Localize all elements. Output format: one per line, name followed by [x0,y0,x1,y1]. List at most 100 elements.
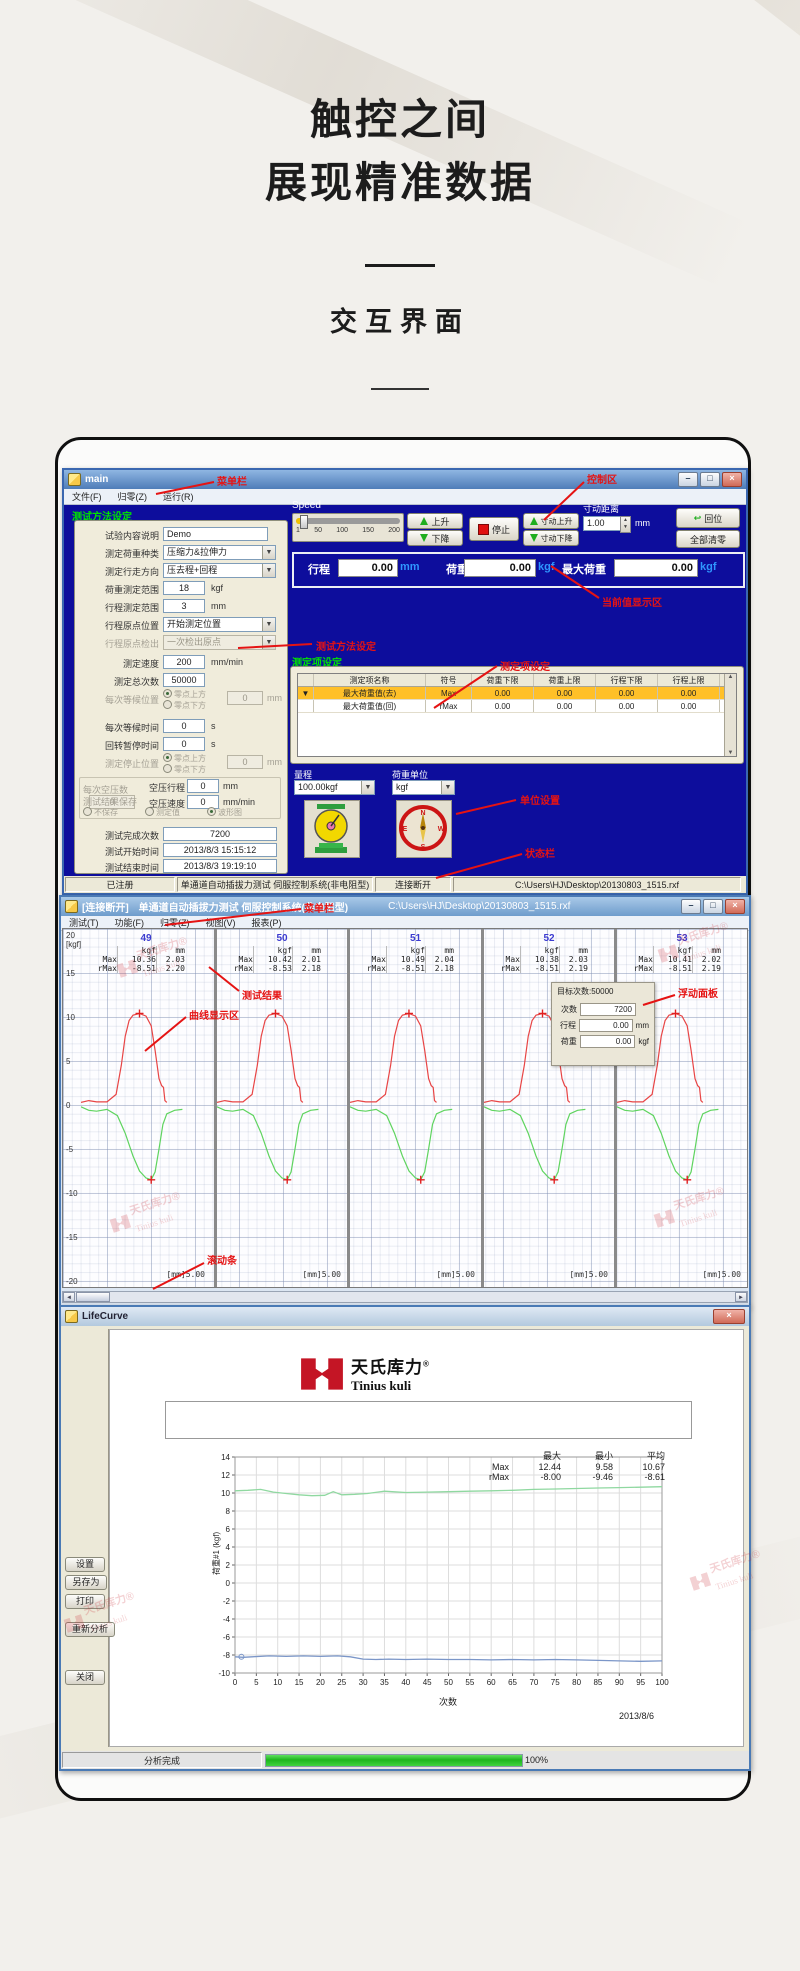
compass-icon: N S E W [396,800,452,858]
sidebar-button-1[interactable]: 另存为 [65,1575,107,1590]
curve-panel[interactable]: 51 kgf mm Max 10.49 2.04 rMax -8.51 2.18 [mm]5.00 [350,929,481,1287]
curve-panel[interactable]: 52 kgf mm Max 10.38 2.03 rMax -8.51 2.19 [mm]5.00 [484,929,614,1287]
table-row[interactable]: 最大荷重值(回) rMax 0.00 0.00 0.00 0.00 [298,700,736,713]
jog-up-button[interactable]: 寸动上升 [523,513,579,529]
floating-value[interactable]: 7200 [580,1003,636,1016]
w2-titlebar[interactable]: [连接断开] 单通道自动插拔力测试 伺服控制系统(非电阻型) C:\Users\… [61,897,749,916]
maximize-button[interactable]: □ [700,472,720,487]
horizontal-scrollbar[interactable]: ◄ ► [62,1291,748,1303]
maximize-button[interactable]: □ [703,899,723,914]
x-fullscale-label: [mm]5.00 [302,1270,341,1279]
w2-menu-0[interactable]: 测试(T) [69,918,99,928]
w1-menu-0[interactable]: 文件(F) [72,491,102,502]
field-input[interactable]: 200 [163,655,205,669]
scroll-right-arrow[interactable]: ► [735,1292,747,1302]
home-button[interactable]: ↩ 回位 [676,508,740,528]
svg-text:25: 25 [337,1678,346,1687]
table-row[interactable]: ▼ 最大荷重值(去) Max 0.00 0.00 0.00 0.00 [298,687,736,700]
analysis-status-text: 分析完成 [62,1752,262,1768]
save-option[interactable]: 波形图 [207,807,246,818]
minimize-button[interactable]: – [681,899,701,914]
curve-panel[interactable]: 53 kgf mm Max 10.41 2.02 rMax -8.51 2.19 [mm]5.00 [617,929,747,1287]
display-value: 0.00 [614,559,698,577]
items-header-cell [298,674,314,686]
cycle-stats: kgf mm Max 10.49 2.04 rMax -8.51 2.18 [366,946,454,973]
cycle-number: 51 [409,933,422,944]
jog-distance-input[interactable]: 1.00 [583,516,624,531]
cycle-curve [484,1009,586,1184]
field-input[interactable]: Demo [163,527,268,541]
field-sublabel: 空压行程 [149,783,186,793]
w1-titlebar[interactable]: main – □ × [64,470,746,489]
items-table[interactable]: ▲ ▼ 测定项名称 符号 荷重下限 荷重上限 行程下限 行程上限 ▼ 最大荷重值(去) Max 0.… [297,673,737,757]
scroll-thumb[interactable] [76,1292,110,1302]
w3-titlebar[interactable]: LifeCurve × [61,1307,749,1326]
field-unit: s [211,721,216,731]
stop-button[interactable]: 停止 [469,517,519,541]
jog-down-button[interactable]: 寸动下降 [523,530,579,546]
sidebar-button-3[interactable]: 重新分析 [65,1622,115,1637]
field-label: 每次等候时间 [104,723,159,733]
radio-above[interactable] [163,689,172,698]
items-table-scrollbar[interactable]: ▲ ▼ [724,674,736,756]
field-input[interactable]: 2013/8/3 15:15:12 [163,843,277,857]
field-select[interactable]: 压缩力&拉伸力 ▼ [163,545,276,560]
speed-ticks: 1 50 100 150 200 [296,527,400,539]
save-option[interactable]: 不保存 [83,807,122,818]
move-down-button[interactable]: 下降 [407,530,463,546]
close-button[interactable]: × [725,899,745,914]
y-axis-tick: -15 [66,1233,78,1242]
field-select[interactable]: 压去程+回程 ▼ [163,563,276,578]
speed-slider[interactable]: 1 50 100 150 200 [292,513,404,542]
range-select[interactable]: 100.00kgf ▼ [294,780,375,795]
floating-value[interactable]: 0.00 [579,1035,636,1048]
field-input[interactable]: 0 [187,795,219,809]
field-input[interactable]: 18 [163,581,205,595]
load-unit-select[interactable]: kgf ▼ [392,780,455,795]
w2-menu-1[interactable]: 功能(F) [114,918,145,928]
screenshot-card: main – □ × 文件(F) 归零(Z) 运行(R) 测试方法设定 试验内容说明… [55,437,762,1801]
field-input[interactable]: 2013/8/3 19:19:10 [163,859,277,873]
radio-above[interactable] [163,753,172,762]
close-button[interactable]: × [713,1309,745,1324]
jog-distance-label: 寸动距离 [583,504,620,514]
table-cell: 0.00 [596,687,658,699]
field-input[interactable]: 7200 [163,827,277,841]
w1-menu-2[interactable]: 运行(R) [163,491,194,502]
field-input[interactable]: 0 [187,779,219,793]
field-input[interactable]: 0 [163,719,205,733]
save-option[interactable]: 测定值 [145,807,184,818]
load-unit-label: 荷重单位 [392,770,429,780]
speed-thumb[interactable] [300,515,308,529]
curve-panel[interactable]: 50 kgf mm Max 10.42 2.01 rMax -8.53 2.18 [mm]5.00 [217,929,347,1287]
field-unit: mm [267,693,282,703]
w1-menu-bar[interactable]: 文件(F) 归零(Z) 运行(R) [64,489,746,505]
svg-text:75: 75 [551,1678,560,1687]
radio-below[interactable] [163,764,172,773]
speed-track[interactable] [296,515,400,529]
field-input[interactable]: 3 [163,599,205,613]
curve-panel[interactable]: 49 kgf mm Max 10.36 2.03 rMax -8.51 2.20 [mm]5.00 [81,929,211,1287]
field-input[interactable]: 50000 [163,673,205,687]
move-up-button[interactable]: 上升 [407,513,463,529]
w1-menu-1[interactable]: 归零(Z) [117,491,148,502]
annotation-curve-area: 曲线显示区 [189,1011,239,1022]
cycle-stats: kgf mm Max 10.36 2.03 rMax -8.51 2.20 [97,946,185,973]
field-input[interactable]: 0 [163,737,205,751]
close-button[interactable]: × [722,472,742,487]
jog-spinner[interactable]: ▲ ▼ [620,516,631,533]
chart-legend: 最大 最小 平均 Max 12.44 9.58 10.67 rMax -8.00 -9.46 -8.… [457,1449,665,1482]
minimize-button[interactable]: – [678,472,698,487]
floating-panel-row: 荷重 0.00 kgf [560,1035,649,1048]
scroll-left-arrow[interactable]: ◄ [63,1292,75,1302]
field-label: 测试开始时间 [104,847,159,857]
sidebar-button-2[interactable]: 打印 [65,1594,105,1609]
sidebar-button-4[interactable]: 关闭 [65,1670,105,1685]
items-header-cell: 测定项名称 [314,674,426,686]
sidebar-button-0[interactable]: 设置 [65,1557,105,1572]
floating-panel[interactable]: 目标次数:50000 次数 7200 行程 0.00 mm 荷重 0.00 kgf [551,982,655,1066]
radio-below[interactable] [163,700,172,709]
clear-all-button[interactable]: 全部清零 [676,530,740,548]
floating-value[interactable]: 0.00 [579,1019,633,1032]
field-select[interactable]: 开始测定位置 ▼ [163,617,276,632]
